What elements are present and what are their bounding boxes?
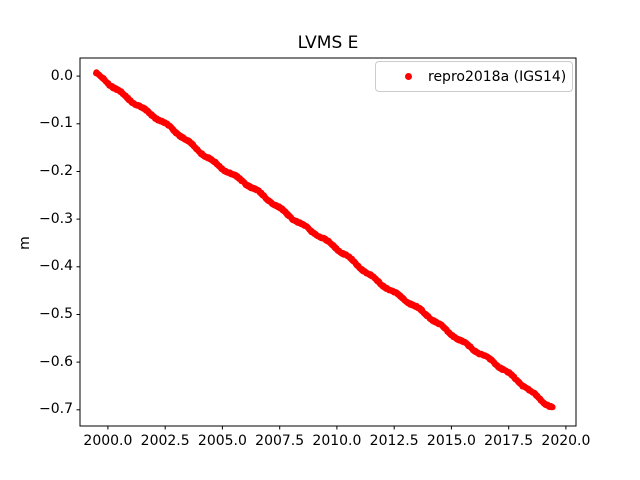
x-tick-label: 2002.5: [140, 433, 190, 449]
y-tick-label: −0.3: [39, 210, 73, 227]
legend: repro2018a (IGS14): [375, 61, 573, 92]
y-tick-label: −0.2: [39, 162, 73, 179]
axis-ticks: [76, 75, 567, 430]
y-tick-label: −0.5: [39, 305, 73, 322]
y-tick-label: −0.1: [39, 115, 73, 132]
x-tick-label: 2007.5: [255, 433, 305, 449]
legend-marker-icon: [405, 73, 412, 80]
x-tick-label: 2012.5: [369, 433, 419, 449]
axes-frame: [79, 57, 577, 427]
y-tick-label: 0.0: [50, 67, 73, 84]
x-tick-label: 2020.0: [541, 433, 591, 449]
chart-title: LVMS E: [297, 33, 359, 53]
x-tick-label: 2017.5: [484, 433, 534, 449]
y-tick-label: −0.4: [39, 258, 73, 275]
y-tick-label: −0.6: [39, 353, 73, 370]
legend-series-label: repro2018a (IGS14): [428, 68, 567, 85]
x-tick-label: 2015.0: [426, 433, 476, 449]
x-tick-label: 2000.0: [83, 433, 133, 449]
x-tick-label: 2010.0: [312, 433, 362, 449]
y-tick-label: −0.7: [39, 401, 73, 418]
x-tick-label: 2005.0: [197, 433, 247, 449]
scatter-series: [93, 69, 556, 411]
